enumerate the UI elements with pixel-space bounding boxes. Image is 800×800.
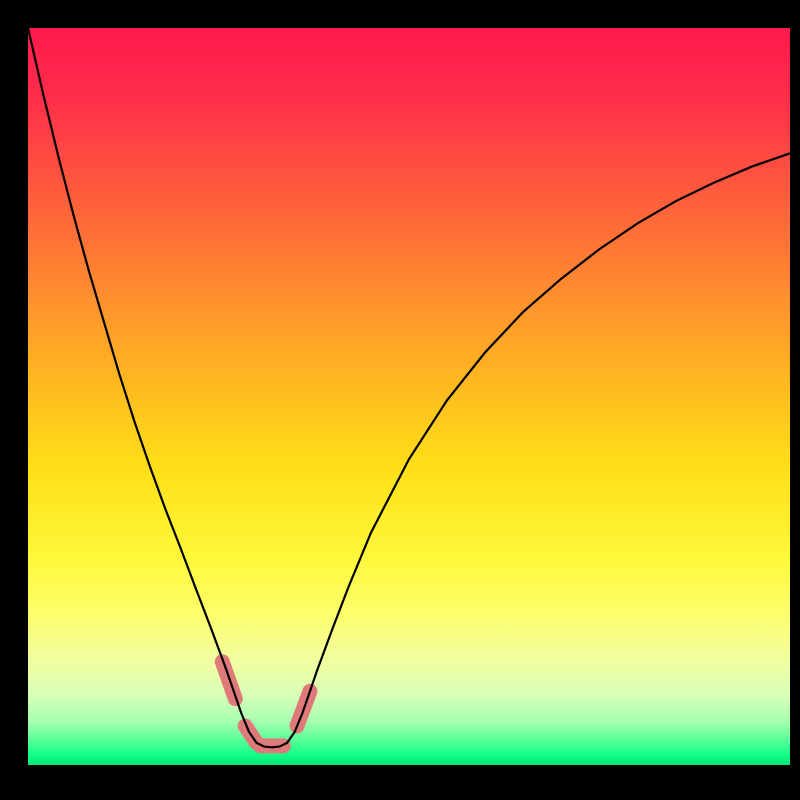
chart-plot-area: [28, 28, 790, 765]
frame-border: [790, 0, 800, 800]
frame-border: [0, 0, 800, 28]
chart-svg: [28, 28, 790, 765]
frame-border: [0, 765, 800, 800]
chart-background: [28, 28, 790, 765]
frame-border: [0, 0, 28, 800]
